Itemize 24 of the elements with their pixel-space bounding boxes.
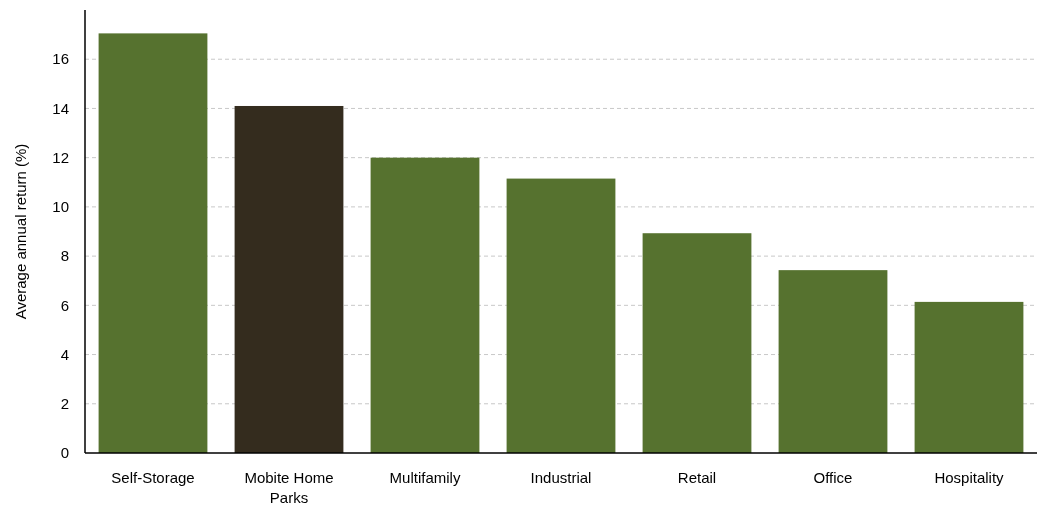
x-tick-label: Hospitality: [934, 469, 1005, 486]
y-tick-label: 6: [60, 296, 69, 314]
bar: [642, 233, 752, 453]
x-tick-label: Multifamily: [389, 469, 461, 486]
x-tick-label: Self-Storage: [111, 469, 195, 486]
y-tick-label: 16: [52, 50, 69, 68]
y-tick-label: 4: [60, 345, 69, 363]
bar: [98, 33, 208, 453]
bar: [778, 270, 888, 453]
y-axis-title: Average annual return (%): [12, 143, 29, 320]
y-tick-label: 0: [60, 444, 69, 462]
bar: [506, 178, 616, 453]
y-tick-label: 14: [52, 99, 69, 117]
x-tick-label: Office: [813, 469, 853, 486]
x-tick-label: Retail: [677, 469, 717, 486]
y-tick-label: 12: [52, 148, 69, 166]
bar: [370, 157, 480, 453]
y-tick-label: 2: [60, 395, 69, 413]
bar: [234, 105, 344, 453]
x-tick-label: Industrial: [530, 469, 592, 486]
bar: [914, 301, 1024, 453]
x-tick-label: Mobite Home Parks: [244, 469, 334, 506]
y-tick-label: 10: [52, 198, 69, 216]
y-tick-label: 8: [60, 247, 69, 265]
